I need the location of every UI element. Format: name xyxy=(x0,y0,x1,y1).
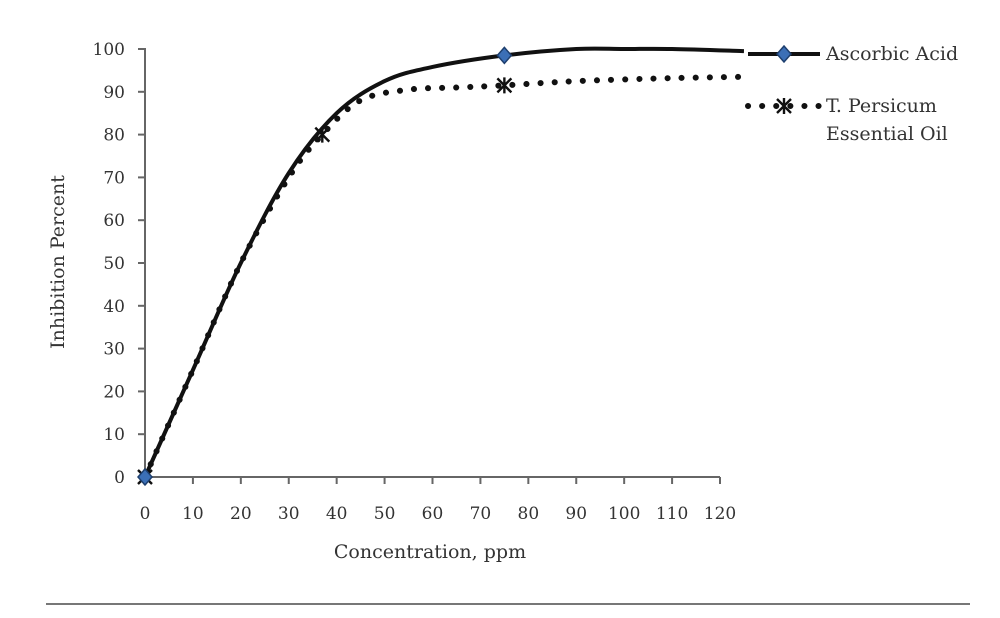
x-tick-label: 70 xyxy=(470,504,492,524)
x-tick-label: 10 xyxy=(182,504,204,524)
x-axis-title: Concentration, ppm xyxy=(334,541,526,563)
data-point-ascorbic-acid xyxy=(496,46,513,65)
y-tick-label: 30 xyxy=(103,340,125,360)
y-tick-label: 50 xyxy=(103,254,125,274)
x-axis-ticks: 0 10 20 30 40 50 60 70 80 90 100 110 120 xyxy=(140,477,736,524)
data-point-t-persicum-essential-oil xyxy=(314,126,331,143)
y-tick-label: 100 xyxy=(93,40,125,60)
y-tick-label: 80 xyxy=(103,126,125,146)
y-tick-label: 10 xyxy=(103,425,125,445)
y-tick-label: 70 xyxy=(103,168,125,188)
x-tick-label: 60 xyxy=(422,504,444,524)
x-tick-label: 0 xyxy=(140,504,151,524)
x-tick-label: 90 xyxy=(565,504,587,524)
y-axis-title: Inhibition Percent xyxy=(47,175,69,349)
y-tick-label: 60 xyxy=(103,211,125,231)
data-point-t-persicum-essential-oil xyxy=(496,77,513,94)
plot-area xyxy=(142,46,747,480)
legend-label: T. Persicum Essential Oil xyxy=(826,95,948,145)
x-tick-label: 30 xyxy=(278,504,300,524)
x-tick-label: 120 xyxy=(704,504,736,524)
y-tick-label: 0 xyxy=(114,468,125,488)
y-tick-label: 90 xyxy=(103,83,125,103)
marker-layer xyxy=(137,46,513,487)
x-tick-label: 50 xyxy=(374,504,396,524)
legend-label: Ascorbic Acid xyxy=(825,43,958,65)
y-tick-label: 40 xyxy=(103,297,125,317)
legend-item-t-persicum-essential-oil: T. Persicum Essential Oil xyxy=(745,95,948,145)
legend: Ascorbic Acid T. Persicum Essential Oil xyxy=(745,43,958,145)
y-axis-ticks: 0 10 20 30 40 50 60 70 80 90 100 xyxy=(93,40,145,488)
data-point-ascorbic-acid xyxy=(137,467,153,487)
x-tick-label: 110 xyxy=(656,504,688,524)
legend-item-ascorbic-acid: Ascorbic Acid xyxy=(748,43,958,65)
legend-marker xyxy=(776,44,792,64)
x-tick-label: 20 xyxy=(230,504,252,524)
series-line-ascorbic-acid xyxy=(143,46,745,478)
x-tick-label: 80 xyxy=(518,504,540,524)
legend-marker xyxy=(776,98,792,114)
x-tick-label: 40 xyxy=(326,504,348,524)
x-tick-label: 100 xyxy=(608,504,640,524)
y-tick-label: 20 xyxy=(103,382,125,402)
